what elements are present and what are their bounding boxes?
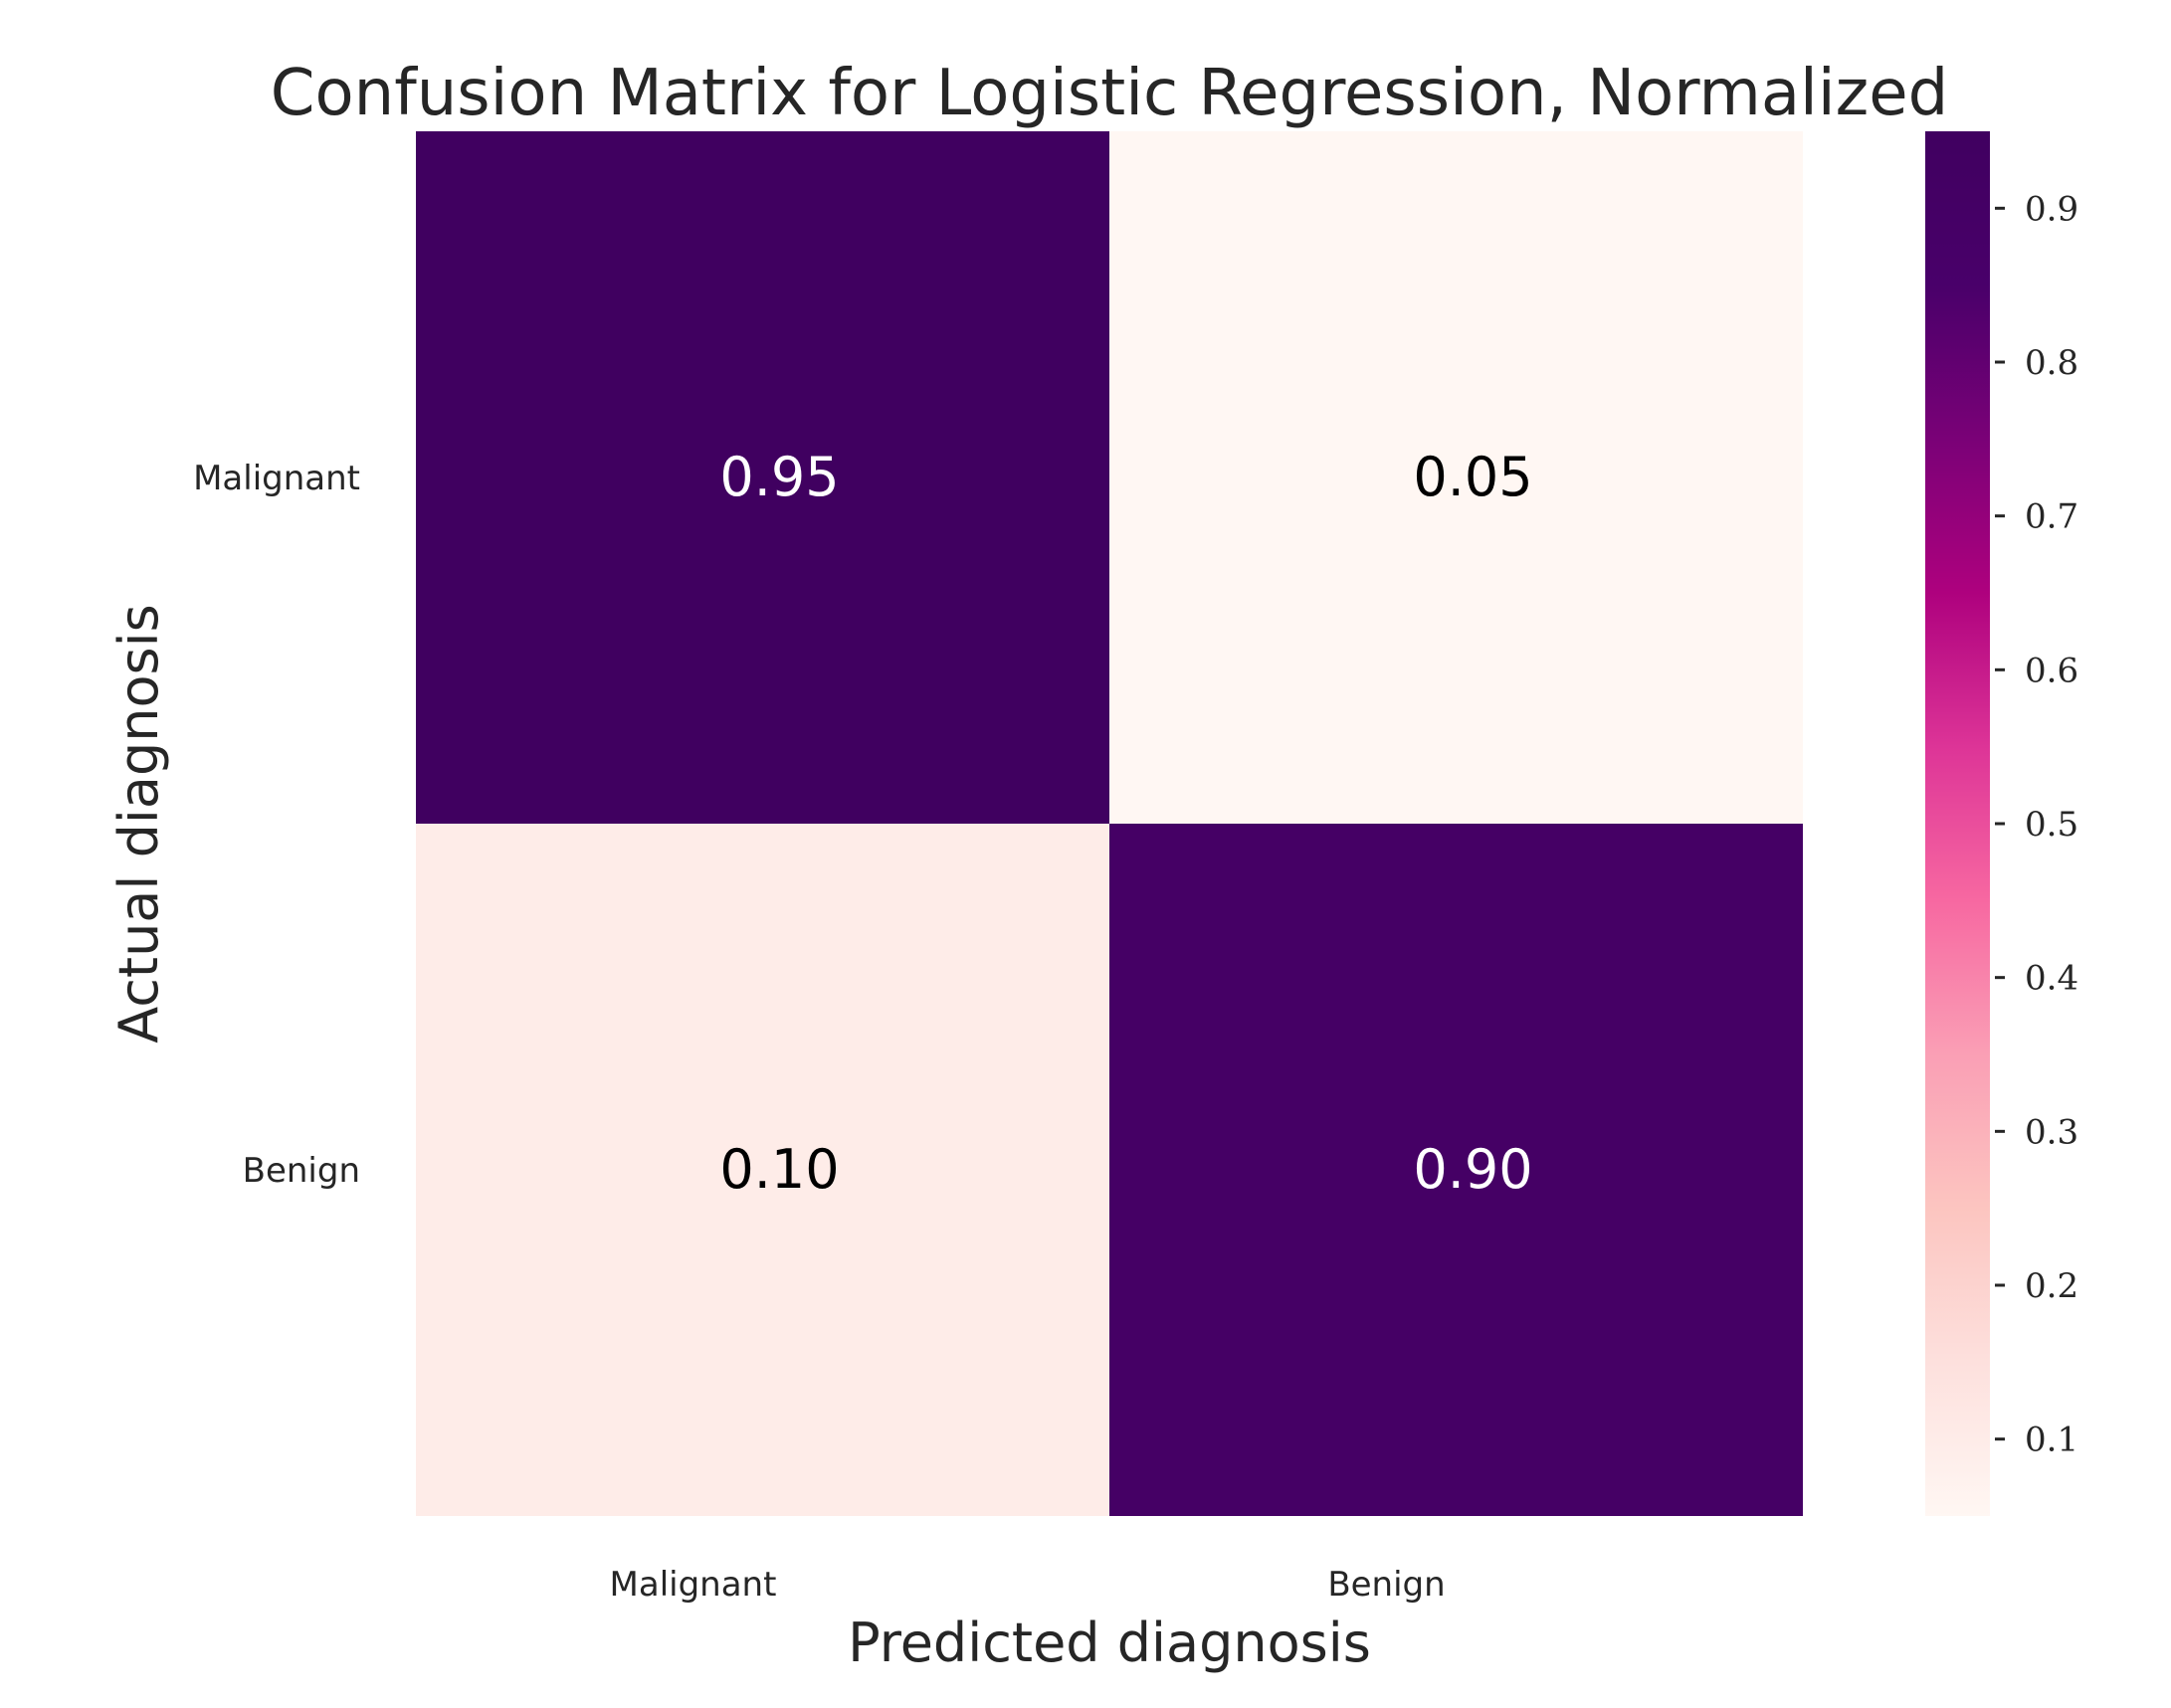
colorbar-tick-label: 0.4 — [2025, 959, 2078, 999]
colorbar-tick-label: 0.5 — [2025, 805, 2078, 845]
colorbar-tick-label: 0.8 — [2025, 343, 2078, 383]
heatmap-cell — [1109, 824, 1803, 1516]
y-axis-label: Actual diagnosis — [107, 604, 170, 1044]
colorbar-tick-label: 0.3 — [2025, 1112, 2078, 1152]
x-tick-label: Benign — [1327, 1565, 1445, 1605]
heatmap-cell — [416, 824, 1109, 1516]
colorbar-tick-label: 0.7 — [2025, 497, 2078, 537]
heatmap-cell — [1109, 131, 1803, 824]
cell-value-label: 0.05 — [1413, 446, 1532, 508]
y-axis-tick-labels: Malignant Benign — [193, 459, 360, 1191]
heatmap-grid — [416, 131, 1803, 1516]
y-tick-label: Benign — [243, 1151, 360, 1191]
cell-value-label: 0.90 — [1413, 1138, 1532, 1201]
colorbar — [1925, 131, 1990, 1516]
cell-value-label: 0.10 — [719, 1138, 839, 1201]
colorbar-tick-label: 0.1 — [2025, 1421, 2078, 1460]
colorbar-tick-label: 0.2 — [2025, 1266, 2078, 1306]
chart-title: Confusion Matrix for Logistic Regression… — [271, 57, 1948, 130]
x-axis-label: Predicted diagnosis — [848, 1612, 1371, 1674]
colorbar-tick-label: 0.9 — [2025, 189, 2078, 229]
heatmap-cell — [416, 131, 1109, 824]
colorbar-ticks: 0.1 0.2 0.3 0.4 0.5 0.6 0.7 0.8 0.9 — [1995, 189, 2078, 1460]
x-tick-label: Malignant — [610, 1565, 777, 1605]
colorbar-tick-label: 0.6 — [2025, 651, 2078, 690]
x-axis-tick-labels: Malignant Benign — [610, 1565, 1446, 1605]
y-tick-label: Malignant — [193, 459, 360, 498]
cell-value-label: 0.95 — [719, 446, 839, 508]
cell-value-labels: 0.95 0.05 0.10 0.90 — [719, 446, 1532, 1201]
